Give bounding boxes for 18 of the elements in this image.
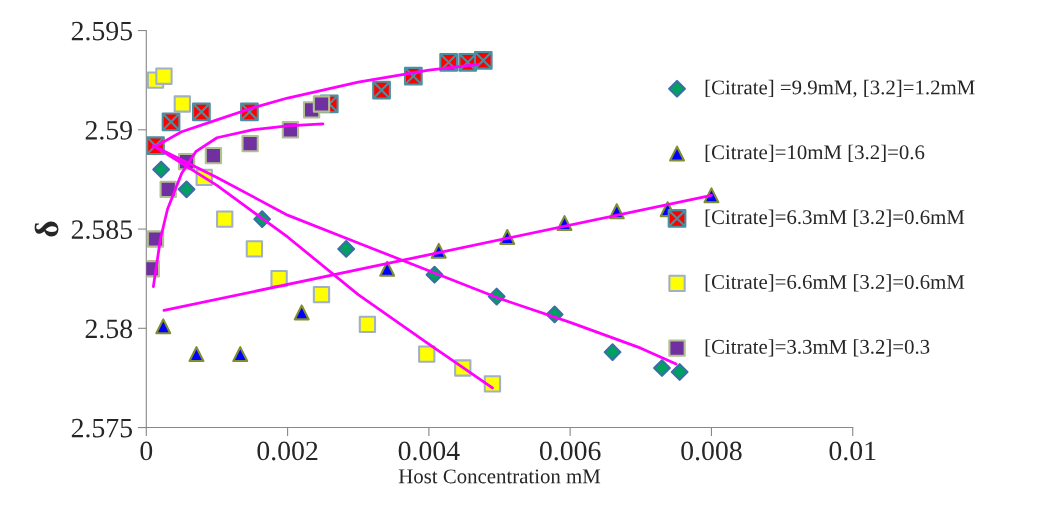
y-tick-label: 2.575 xyxy=(71,418,133,438)
x-tick-label: 0 xyxy=(140,441,153,461)
y-axis-title: δ xyxy=(34,221,59,237)
y-tick-label: 2.585 xyxy=(71,220,133,240)
x-tick-label: 0.002 xyxy=(257,441,318,461)
y-tick-label: 2.595 xyxy=(71,21,133,41)
x-tick-label: 0.004 xyxy=(398,441,460,461)
x-tick-label: 0.008 xyxy=(681,441,742,461)
legend-label: [Citrate]=6.3mM [3.2]=0.6mM xyxy=(705,209,965,227)
legend-label: [Citrate] =9.9mM, [3.2]=1.2mM xyxy=(705,79,975,98)
legend-label: [Citrate]=6.6mM [3.2]=0.6mM xyxy=(705,274,965,292)
x-tick-label: 0.01 xyxy=(829,441,876,461)
x-axis-title: Host Concentration mM xyxy=(398,469,601,484)
legend-label: [Citrate]=10mM [3.2]=0.6 xyxy=(705,144,925,162)
legend-label: [Citrate]=3.3mM [3.2]=0.3 xyxy=(705,339,930,357)
y-tick-label: 2.59 xyxy=(85,121,132,140)
y-tick-label: 2.58 xyxy=(85,319,133,339)
x-tick-label: 0.006 xyxy=(539,441,601,461)
